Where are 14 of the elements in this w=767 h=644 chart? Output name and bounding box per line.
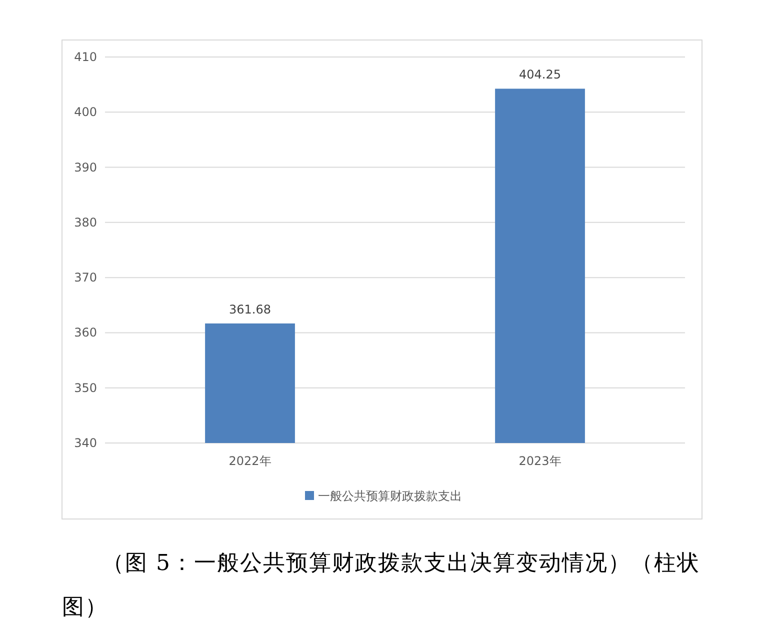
y-tick-label: 360 xyxy=(74,326,97,340)
y-tick-label: 380 xyxy=(74,215,97,230)
y-tick-label: 340 xyxy=(74,436,97,450)
legend-label: 一般公共预算财政拨款支出 xyxy=(318,489,462,503)
x-tick-label: 2023年 xyxy=(518,454,562,468)
x-tick-label: 2022年 xyxy=(228,454,272,468)
data-label: 404.25 xyxy=(519,68,561,82)
y-tick-label: 350 xyxy=(74,380,97,395)
y-tick-label: 400 xyxy=(74,105,97,120)
text: （图 5：一般公共预算财政拨款支出决算变动情况）（柱状图） xyxy=(62,550,701,622)
data-label: 361.68 xyxy=(229,302,271,316)
y-tick-label: 390 xyxy=(74,160,97,174)
y-tick-label: 410 xyxy=(74,50,97,64)
y-tick-label: 370 xyxy=(74,270,97,285)
